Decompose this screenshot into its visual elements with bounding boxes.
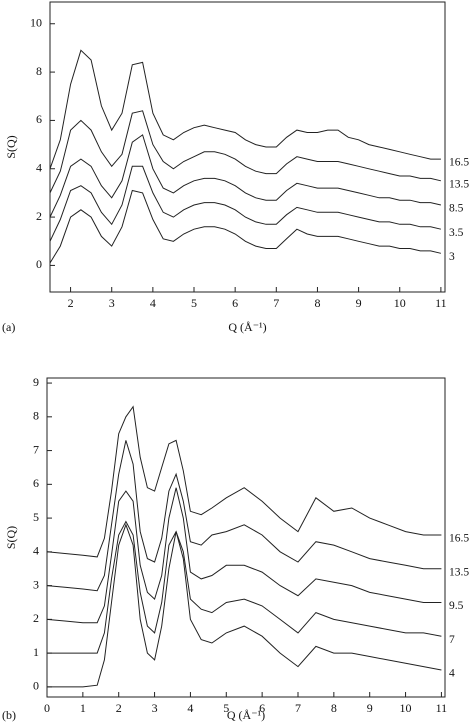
- series-label: 4: [449, 668, 455, 680]
- y-tick-label: 2: [33, 611, 39, 625]
- y-tick-label: 0: [33, 679, 39, 693]
- x-tick-label: 4: [150, 296, 156, 310]
- x-tick-label: 6: [259, 701, 265, 715]
- x-tick-label: 1: [80, 701, 86, 715]
- panel-label: (a): [2, 320, 15, 334]
- series-line: [49, 49, 441, 169]
- y-tick-label: 4: [33, 544, 39, 558]
- x-tick-label: 5: [223, 701, 229, 715]
- x-tick-label: 2: [68, 296, 74, 310]
- y-tick-label: 8: [33, 409, 39, 423]
- x-tick-label: 6: [232, 296, 238, 310]
- series-line: [47, 520, 442, 654]
- y-tick-label: 6: [33, 476, 39, 490]
- x-axis-label: Q (Å⁻¹): [228, 320, 266, 334]
- y-tick-label: 0: [36, 257, 42, 271]
- series-line: [49, 165, 442, 242]
- y-tick-label: 10: [30, 16, 42, 30]
- series-label: 13.5: [449, 178, 469, 190]
- x-tick-label: 9: [367, 701, 373, 715]
- x-tick-label: 4: [187, 701, 193, 715]
- series-line: [49, 134, 442, 218]
- x-tick-label: 10: [400, 701, 412, 715]
- x-tick-label: 11: [435, 296, 447, 310]
- series-line: [46, 440, 442, 592]
- x-tick-label: 9: [356, 296, 362, 310]
- plot-frame: [49, 1, 446, 293]
- x-tick-label: 8: [314, 296, 320, 310]
- series-label: 7: [449, 634, 455, 646]
- y-tick-label: 4: [36, 161, 42, 175]
- y-tick-label: 3: [33, 577, 39, 591]
- x-tick-label: 3: [109, 296, 115, 310]
- series-label: 3: [449, 251, 455, 263]
- series-label: 3.5: [449, 227, 464, 239]
- y-tick-label: 2: [36, 209, 42, 223]
- series-line: [49, 189, 442, 264]
- y-tick-label: 5: [33, 510, 39, 524]
- series-line: [49, 110, 442, 194]
- series-label: 8.5: [449, 203, 464, 215]
- y-tick-label: 9: [33, 375, 39, 389]
- x-tick-label: 2: [116, 701, 122, 715]
- y-tick-label: 1: [33, 645, 39, 659]
- y-tick-label: 7: [33, 442, 39, 456]
- x-tick-label: 3: [152, 701, 158, 715]
- x-tick-label: 7: [273, 296, 279, 310]
- x-tick-label: 7: [295, 701, 301, 715]
- plot-frame: [46, 377, 446, 698]
- y-tick-label: 8: [36, 64, 42, 78]
- series-label: 16.5: [449, 533, 469, 545]
- panel-label: (b): [2, 708, 16, 722]
- x-tick-label: 5: [191, 296, 197, 310]
- x-tick-label: 11: [436, 701, 448, 715]
- series-label: 13.5: [449, 566, 469, 578]
- x-tick-label: 0: [44, 701, 50, 715]
- series-line: [46, 405, 442, 558]
- series-label: 16.5: [449, 157, 469, 169]
- series-line: [47, 523, 442, 688]
- y-tick-label: 6: [36, 112, 42, 126]
- x-axis-label: Q (Å⁻¹): [227, 708, 265, 722]
- y-axis-label: S(Q): [4, 135, 18, 158]
- series-line: [46, 487, 442, 624]
- x-tick-label: 10: [394, 296, 406, 310]
- series-label: 9.5: [449, 600, 464, 612]
- x-tick-label: 8: [331, 701, 337, 715]
- y-axis-label: S(Q): [4, 526, 18, 549]
